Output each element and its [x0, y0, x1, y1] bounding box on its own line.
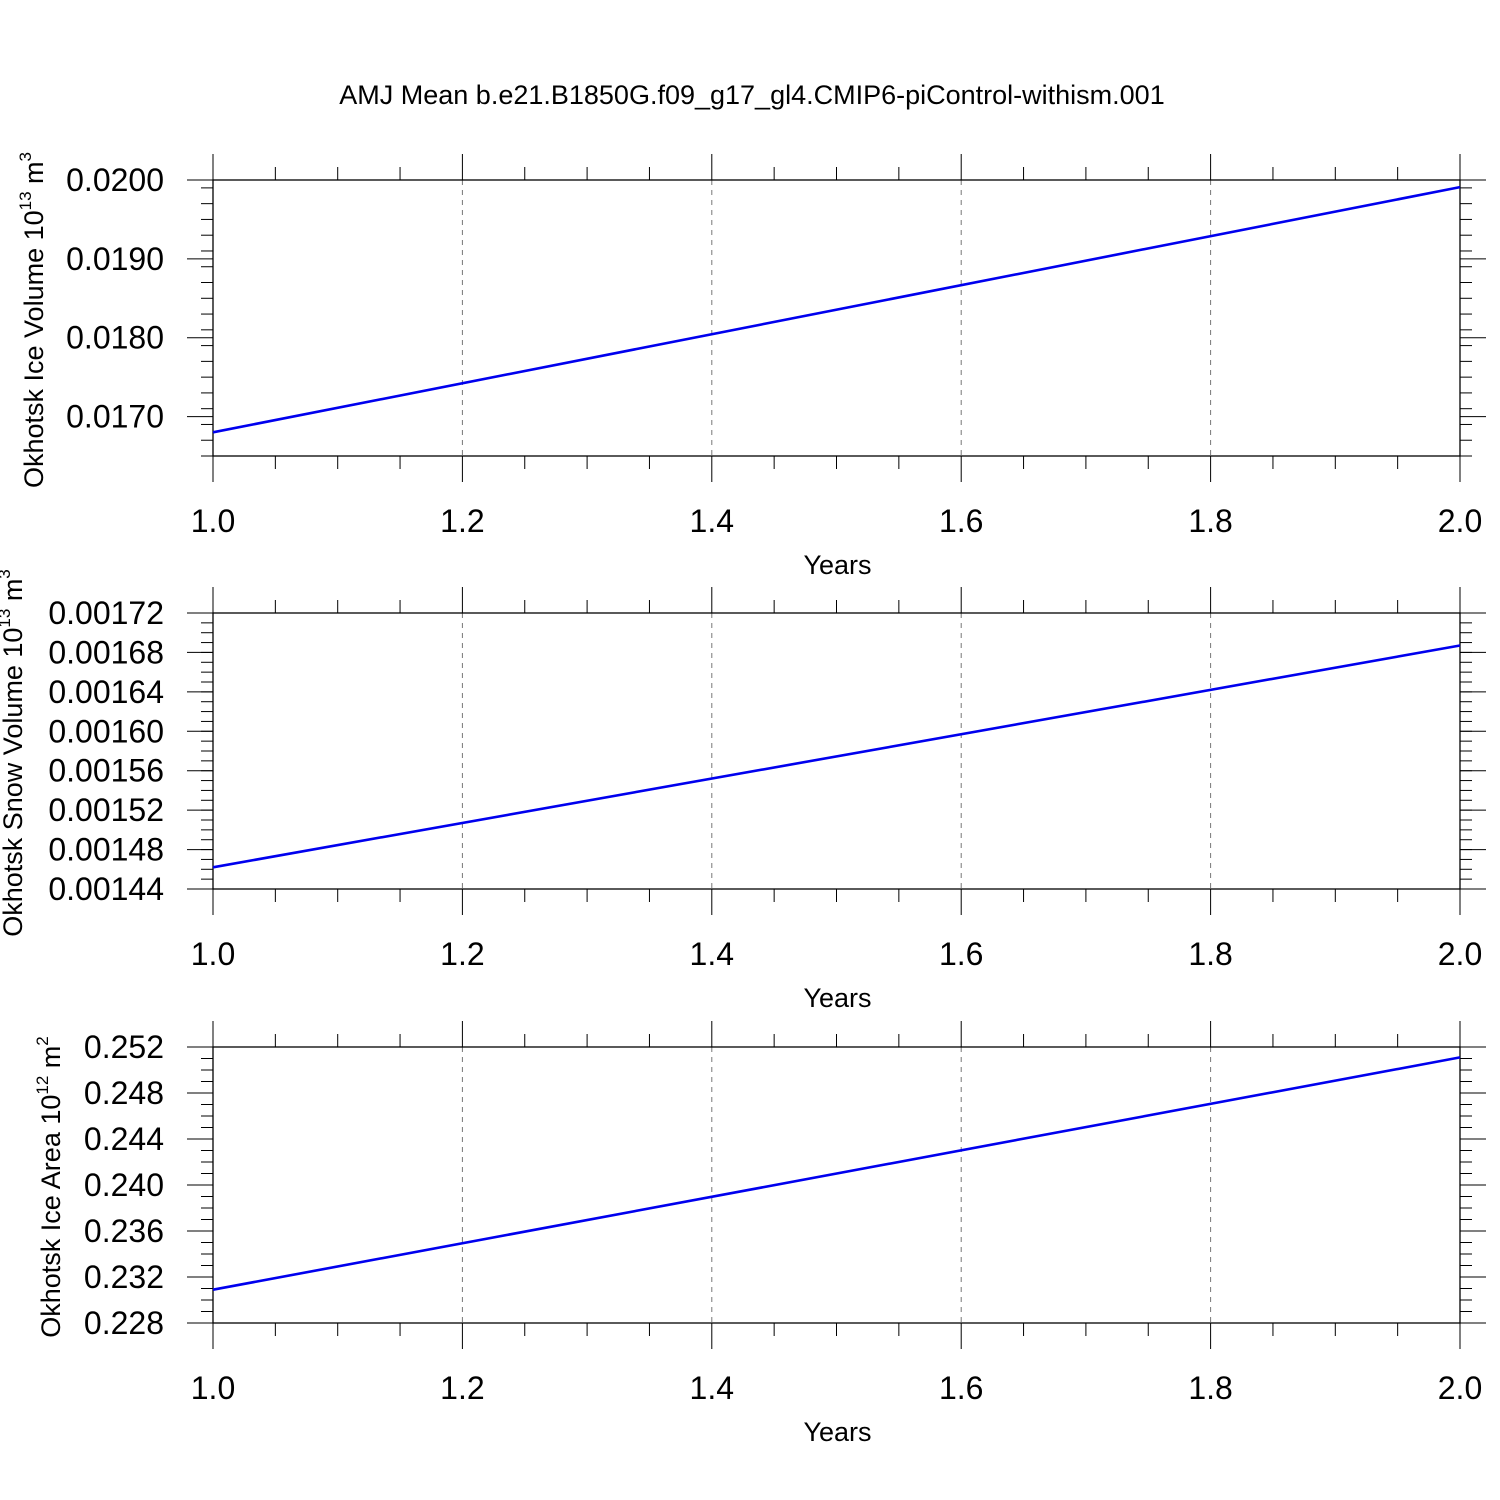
x-axis-label: Years	[803, 550, 871, 580]
y-tick-label: 0.0200	[66, 162, 164, 198]
y-label-superscript: 13	[16, 191, 35, 210]
y-tick-label: 0.0190	[66, 241, 164, 277]
series-line	[212, 1056, 1461, 1291]
x-tick-label: 1.0	[191, 1370, 235, 1406]
x-tick-label: 2.0	[1438, 936, 1482, 972]
y-tick-label: 0.252	[84, 1029, 164, 1065]
x-tick-label: 1.0	[191, 936, 235, 972]
x-tick-label: 1.6	[939, 936, 983, 972]
y-tick-label: 0.240	[84, 1167, 164, 1203]
plot-frame	[212, 1046, 1461, 1324]
y-tick-label: 0.248	[84, 1075, 164, 1111]
series-line	[212, 185, 1461, 434]
y-label-text: m	[19, 161, 49, 191]
y-tick-label: 0.228	[84, 1305, 164, 1341]
y-tick-label: 0.00160	[48, 713, 164, 749]
y-label-superscript: 12	[33, 1076, 52, 1095]
y-tick-label: 0.0170	[66, 399, 164, 435]
y-tick-label: 0.00168	[48, 634, 164, 670]
y-tick-label: 0.00148	[48, 832, 164, 868]
x-tick-label: 1.8	[1188, 503, 1232, 539]
x-tick-label: 1.0	[191, 503, 235, 539]
panel-2: 0.001440.001480.001520.001560.001600.001…	[0, 569, 1486, 1013]
x-axis-label: Years	[803, 1417, 871, 1447]
y-label-superscript: 2	[33, 1036, 52, 1045]
y-tick-label: 0.236	[84, 1213, 164, 1249]
x-tick-label: 1.6	[939, 1370, 983, 1406]
y-label-superscript: 13	[0, 609, 14, 628]
x-tick-label: 2.0	[1438, 503, 1482, 539]
y-label-superscript: 3	[16, 152, 35, 161]
y-tick-label: 0.00144	[48, 871, 164, 907]
x-tick-label: 1.4	[690, 936, 734, 972]
x-tick-label: 1.8	[1188, 936, 1232, 972]
x-tick-label: 1.6	[939, 503, 983, 539]
plot-frame	[212, 179, 1461, 457]
y-tick-label: 0.244	[84, 1121, 164, 1157]
x-axis-label: Years	[803, 983, 871, 1013]
y-tick-label: 0.00152	[48, 792, 164, 828]
panel-1: 0.0170 0.0180 0.0190 0.0200 1.0 1.2 1.4 1.6 1.8 2…	[16, 152, 1486, 580]
y-label-text: m	[0, 579, 28, 609]
y-label-superscript: 3	[0, 569, 14, 578]
y-tick-label: 0.0180	[66, 320, 164, 356]
figure-title: AMJ Mean b.e21.B1850G.f09_g17_gl4.CMIP6-…	[339, 80, 1164, 110]
y-axis-label: Okhotsk Ice Volume 1013 m3	[16, 152, 49, 488]
y-tick-label: 0.232	[84, 1259, 164, 1295]
y-label-text: Okhotsk Ice Area 10	[36, 1095, 66, 1338]
y-label-text: Okhotsk Snow Volume 10	[0, 628, 28, 937]
y-axis-label: Okhotsk Ice Area 1012 m2	[33, 1036, 66, 1338]
x-tick-label: 1.4	[690, 1370, 734, 1406]
x-tick-label: 1.2	[440, 1370, 484, 1406]
x-tick-label: 2.0	[1438, 1370, 1482, 1406]
y-tick-label: 0.00156	[48, 753, 164, 789]
plot-frame	[212, 612, 1461, 890]
y-label-text: Okhotsk Ice Volume 10	[19, 210, 49, 488]
x-tick-label: 1.4	[690, 503, 734, 539]
y-label-text: m	[36, 1046, 66, 1076]
series-line	[212, 644, 1461, 869]
x-tick-label: 1.8	[1188, 1370, 1232, 1406]
panel-3: 0.228 0.232 0.236 0.240 0.244 0.248 0.252 1.0 1.…	[33, 1021, 1486, 1447]
y-axis-label: Okhotsk Snow Volume 1013 m3	[0, 569, 28, 937]
y-tick-label: 0.00172	[48, 595, 164, 631]
x-tick-label: 1.2	[440, 503, 484, 539]
y-tick-label: 0.00164	[48, 674, 164, 710]
x-tick-label: 1.2	[440, 936, 484, 972]
